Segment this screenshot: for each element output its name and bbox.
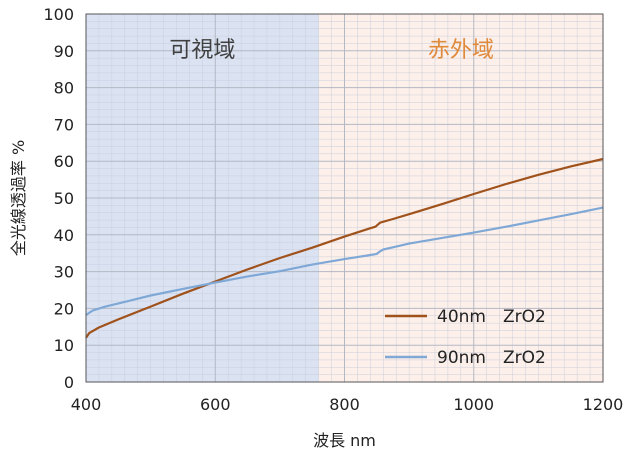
series-line-0 (85, 157, 604, 339)
x-tick-label: 1200 (583, 395, 624, 414)
y-axis-title: 全光線透過率 % (9, 140, 28, 256)
legend-label-0: 40nm ZrO2 (437, 307, 546, 327)
x-tick-label: 1000 (453, 395, 494, 414)
y-tick-label: 80 (54, 79, 74, 98)
region-label-0: 可視域 (169, 38, 235, 63)
region-label-1: 赤外域 (428, 38, 494, 63)
y-tick-labels: 0 10 20 30 40 50 60 70 80 90 100 (43, 5, 74, 392)
y-tick-label: 100 (43, 5, 74, 24)
y-tick-label: 40 (54, 226, 74, 245)
x-tick-label: 600 (200, 395, 231, 414)
legend: 40nm ZrO2 90nm ZrO2 (385, 307, 546, 368)
x-tick-label: 800 (329, 395, 360, 414)
x-tick-label: 400 (71, 395, 102, 414)
y-tick-label: 30 (54, 263, 74, 282)
x-axis-title: 波長 nm (313, 431, 376, 450)
grid-lines (86, 14, 603, 382)
y-tick-label: 90 (54, 42, 74, 61)
plot-frame (85, 13, 604, 383)
y-tick-label: 0 (64, 373, 74, 392)
x-tick-labels: 400 600 800 1000 1200 (71, 395, 624, 414)
y-tick-label: 60 (54, 152, 74, 171)
y-tick-label: 50 (54, 189, 74, 208)
series-lines (85, 157, 604, 339)
legend-label-1: 90nm ZrO2 (437, 348, 546, 368)
y-tick-label: 70 (54, 115, 74, 134)
series-line-1 (85, 206, 604, 316)
y-tick-label: 20 (54, 299, 74, 318)
region-labels: 可視域 赤外域 (169, 38, 494, 63)
y-tick-label: 10 (54, 336, 74, 355)
